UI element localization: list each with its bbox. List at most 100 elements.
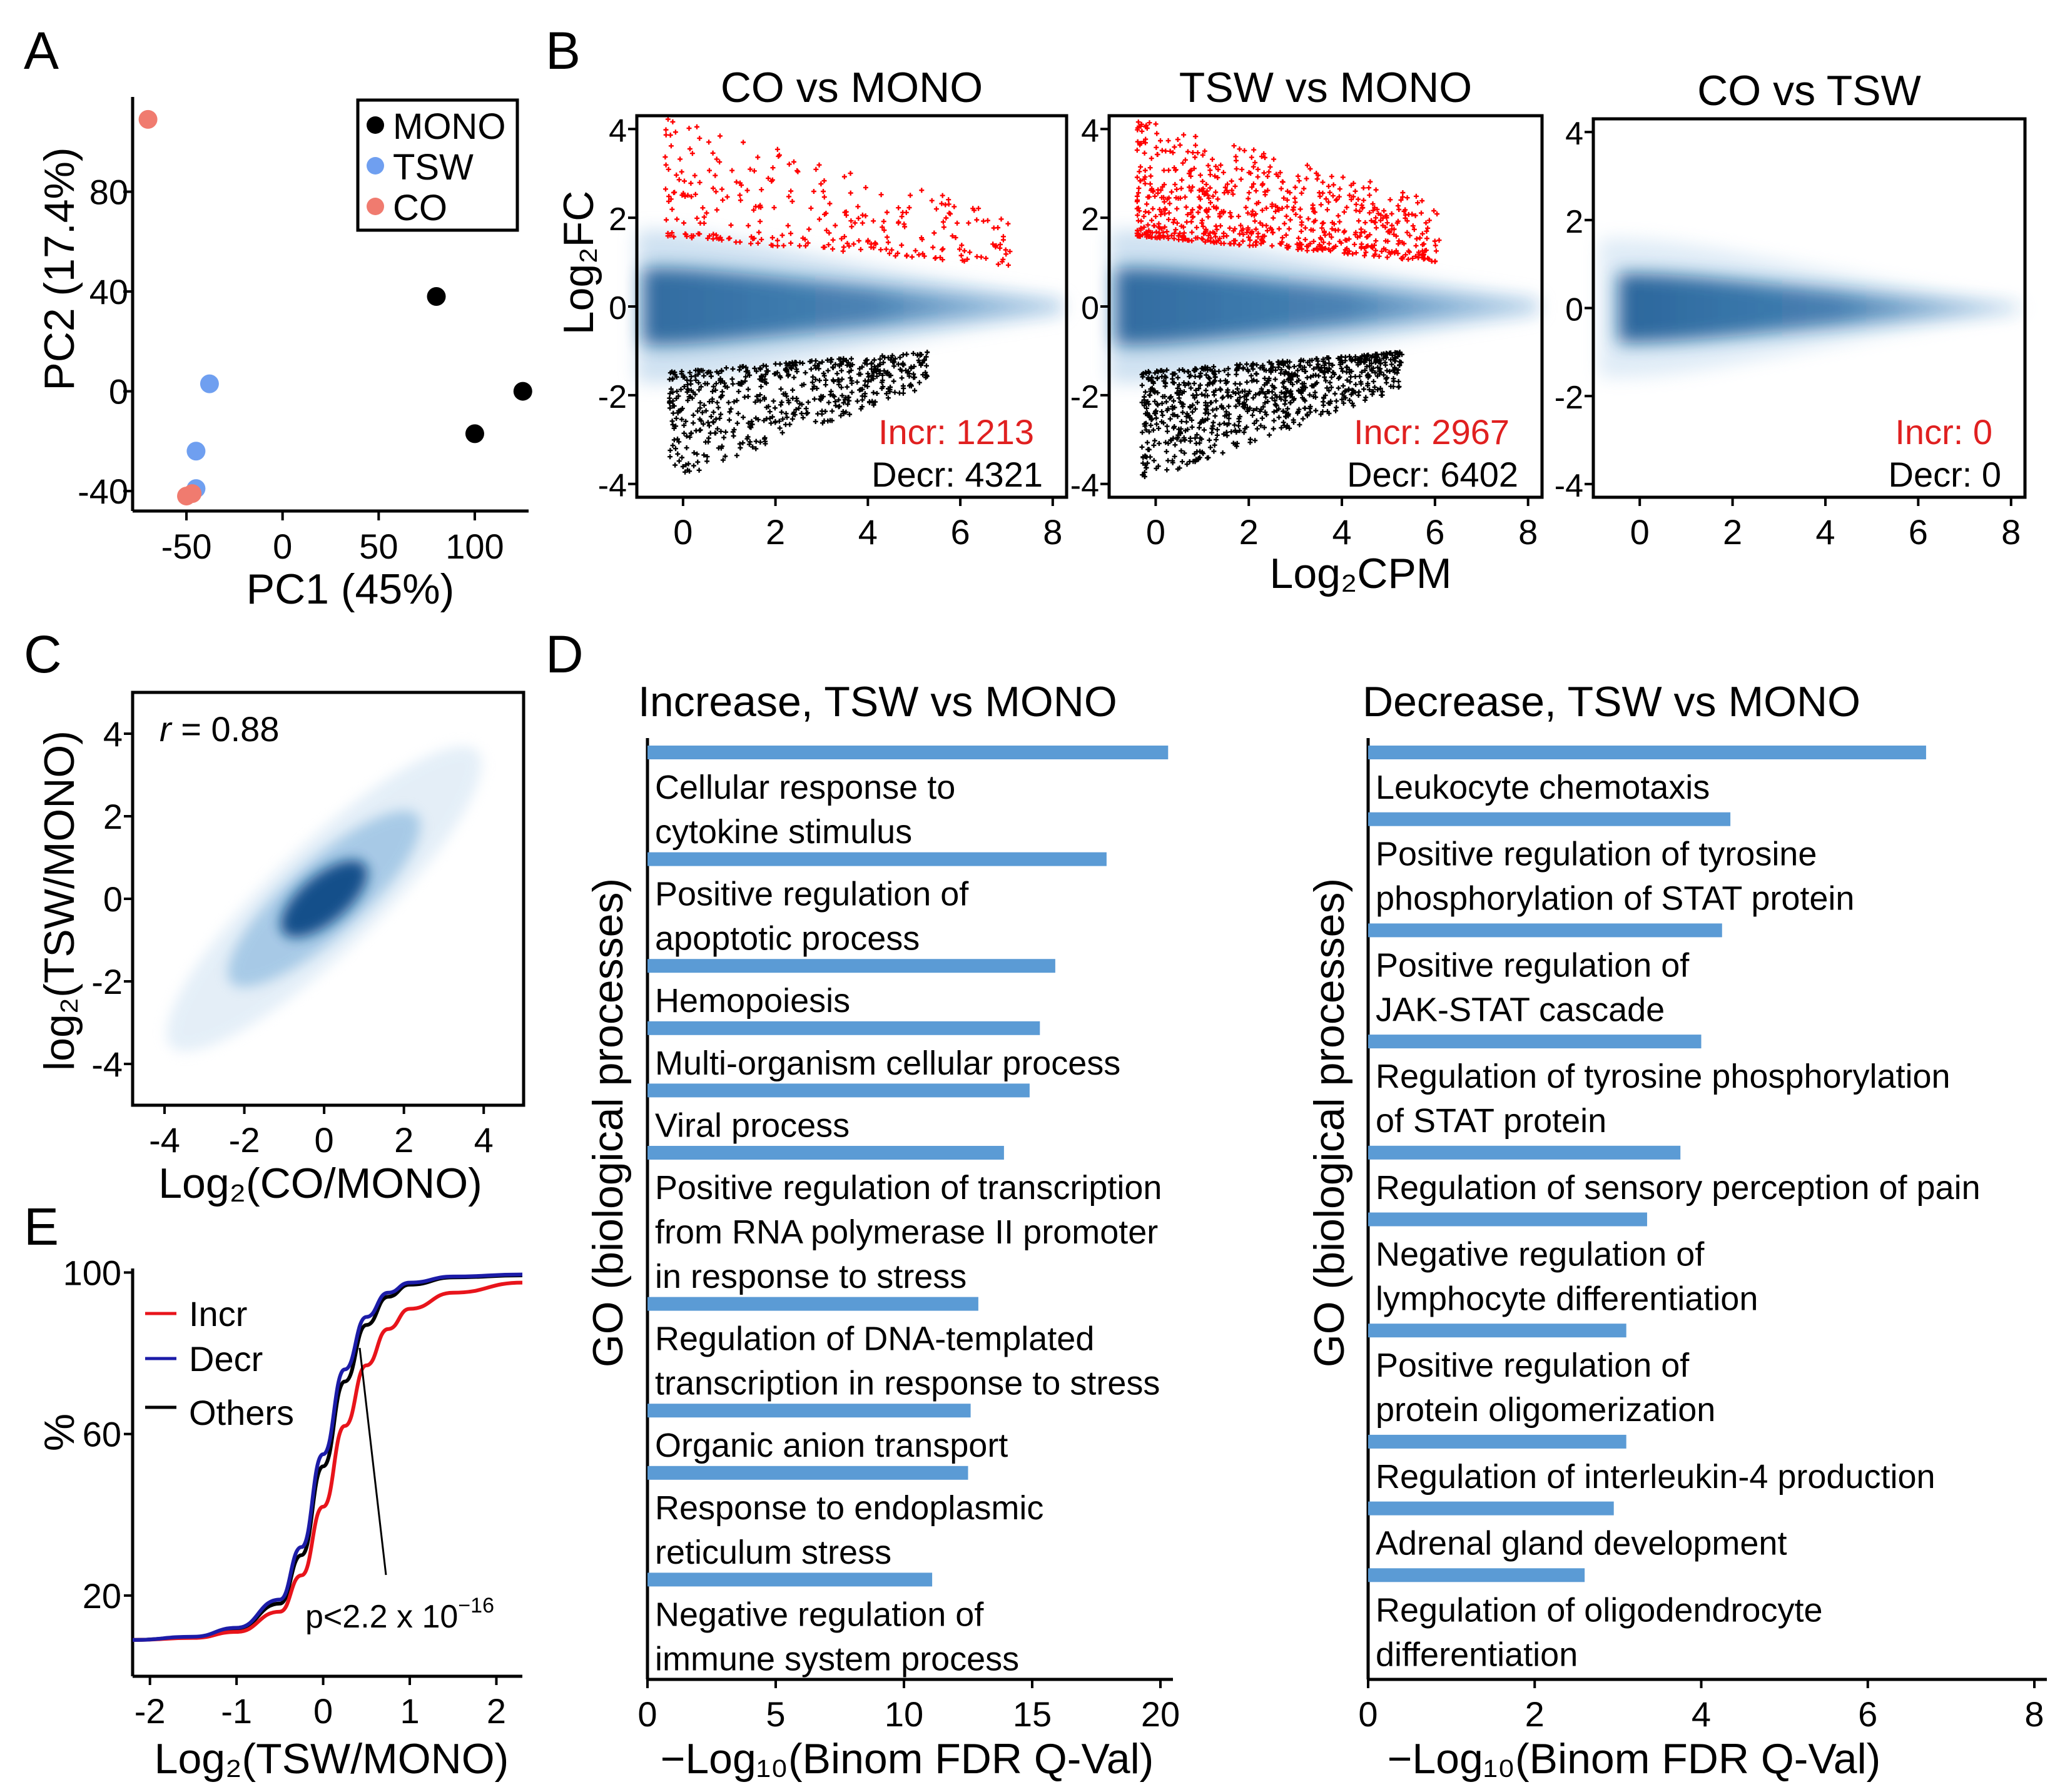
- go-bar: [647, 1404, 971, 1418]
- go-bar: [647, 852, 1107, 866]
- corr-density-core: [280, 860, 368, 938]
- cdf-x-tick-label: 2: [487, 1691, 506, 1731]
- legend-label-co: CO: [393, 188, 447, 228]
- go-bar: [1368, 746, 1926, 759]
- ma-y-tick-label: 0: [609, 290, 627, 327]
- go-increase-title: Increase, TSW vs MONO: [638, 678, 1117, 726]
- corr-x-label: Log₂(CO/MONO): [158, 1160, 482, 1207]
- go-bar: [647, 1572, 933, 1587]
- go-term-label: Regulation of DNA-templated: [655, 1320, 1094, 1358]
- ma-x-tick-label: 8: [1043, 512, 1062, 552]
- ma-x-tick-label: 8: [2001, 512, 2021, 552]
- ma-y-tick-label: 4: [1081, 113, 1099, 149]
- go-term-label: Positive regulation of: [1376, 946, 1690, 984]
- go-term-label: Positive regulation of transcription: [655, 1169, 1162, 1207]
- legend-marker-tsw: [367, 157, 384, 175]
- go-x-tick-label: 8: [2024, 1694, 2044, 1734]
- ma-x-tick-label: 2: [1723, 512, 1742, 552]
- go-bar: [647, 1146, 1004, 1160]
- pca-x-tick-label: -50: [161, 527, 212, 566]
- ma-x-tick-label: 0: [1630, 512, 1650, 552]
- go-term-label: of STAT protein: [1376, 1102, 1606, 1140]
- pca-y-tick-label: 80: [89, 173, 128, 212]
- ma-y-tick-label: -2: [1555, 380, 1583, 416]
- cdf-y-label: %: [36, 1414, 83, 1451]
- ma-y-tick-label: 0: [1081, 290, 1099, 327]
- ma-density-core: [1618, 273, 2016, 343]
- go-term-label: protein oligomerization: [1376, 1391, 1715, 1429]
- panel-label-a: A: [24, 21, 59, 80]
- go-x-tick-label: 2: [1525, 1694, 1545, 1734]
- go-term-label: differentiation: [1376, 1636, 1578, 1673]
- corr-y-tick-label: 0: [103, 879, 123, 919]
- go-increase-y-label: GO (biological processes): [584, 878, 632, 1367]
- pca-point-mono: [427, 287, 446, 306]
- ma-x-tick-label: 2: [766, 512, 785, 552]
- correlation-plot: -4 -2 0 2 4 -4 -2 0 2 4 r = 0.88 Log₂(CO/MONO) lo…: [36, 691, 525, 1207]
- go-bar: [1368, 1501, 1614, 1516]
- go-bar: [1368, 1035, 1702, 1049]
- go-term-label: reticulum stress: [655, 1534, 891, 1571]
- go-bar: [647, 746, 1169, 759]
- panel-label-d: D: [545, 625, 584, 684]
- go-bar: [1368, 1145, 1681, 1160]
- ma-decreased-genes: [1139, 350, 1404, 479]
- ma-y-tick-label: -2: [1070, 379, 1099, 415]
- ma-increased-genes: [1134, 119, 1442, 265]
- cdf-x-tick-label: 1: [400, 1691, 419, 1731]
- go-bar: [1368, 812, 1731, 826]
- ma-y-tick-label: -4: [1555, 468, 1583, 504]
- go-bar: [647, 1297, 978, 1311]
- pca-point-mono: [513, 382, 532, 401]
- ma-y-tick-label: 4: [609, 113, 627, 149]
- panel-label-b: B: [545, 21, 581, 80]
- pca-point-tsw: [200, 374, 219, 393]
- go-x-tick-label: 20: [1141, 1694, 1180, 1734]
- go-bar: [1368, 1324, 1626, 1338]
- ma-x-label: Log₂CPM: [1270, 550, 1452, 597]
- corr-y-label: log₂(TSW/MONO): [36, 731, 83, 1071]
- corr-y-tick-label: 4: [103, 714, 123, 754]
- go-term-label: Hemopoiesis: [655, 982, 850, 1020]
- corr-x-tick-label: -2: [229, 1120, 260, 1160]
- go-bar: [647, 959, 1055, 973]
- ma-y-tick-label: 4: [1565, 116, 1583, 152]
- go-term-label: Adrenal gland development: [1376, 1525, 1787, 1562]
- go-term-label: in response to stress: [655, 1258, 967, 1295]
- ma-y-tick-label: -4: [598, 468, 627, 504]
- cdf-y-tick-label: 20: [83, 1576, 121, 1616]
- go-term-label: cytokine stimulus: [655, 813, 912, 851]
- pca-x-tick-label: 0: [273, 527, 292, 566]
- go-bar: [1368, 1568, 1585, 1582]
- cdf-x-tick-label: -2: [134, 1691, 166, 1731]
- go-bar: [1368, 1212, 1647, 1227]
- go-x-tick-label: 0: [1358, 1694, 1378, 1734]
- pca-y-label: PC2 (17.4%): [36, 147, 83, 390]
- cdf-line-incr: [132, 1280, 523, 1642]
- legend-marker-mono: [367, 116, 384, 134]
- go-term-label: Negative regulation of: [655, 1596, 984, 1633]
- pvalue-pointer: [358, 1347, 387, 1576]
- ma-y-label: Log₂FC: [555, 191, 602, 335]
- go-decrease-x-label: −Log₁₀(Binom FDR Q-Val): [1388, 1735, 1881, 1783]
- ma-density-core: [1115, 268, 1536, 345]
- go-x-tick-label: 10: [885, 1694, 923, 1734]
- go-term-label: Response to endoplasmic: [655, 1489, 1043, 1527]
- go-term-label: from RNA polymerase II promoter: [655, 1213, 1158, 1251]
- go-increase-x-label: −Log₁₀(Binom FDR Q-Val): [661, 1735, 1154, 1783]
- go-term-label: Positive regulation of tyrosine: [1376, 836, 1817, 873]
- corr-x-tick-label: 4: [474, 1120, 494, 1160]
- cdf-y-tick-label: 60: [83, 1415, 121, 1454]
- legend-label-decr: Decr: [189, 1339, 263, 1379]
- legend-label-others: Others: [189, 1393, 294, 1432]
- go-term-label: phosphorylation of STAT protein: [1376, 880, 1854, 918]
- ma-x-tick-label: 8: [1518, 512, 1538, 552]
- go-term-label: Organic anion transport: [655, 1427, 1008, 1464]
- corr-annotation: r = 0.88: [160, 709, 279, 749]
- legend-label-tsw: TSW: [393, 147, 474, 188]
- pca-x-tick-label: 50: [359, 527, 398, 566]
- go-x-tick-label: 5: [766, 1694, 785, 1734]
